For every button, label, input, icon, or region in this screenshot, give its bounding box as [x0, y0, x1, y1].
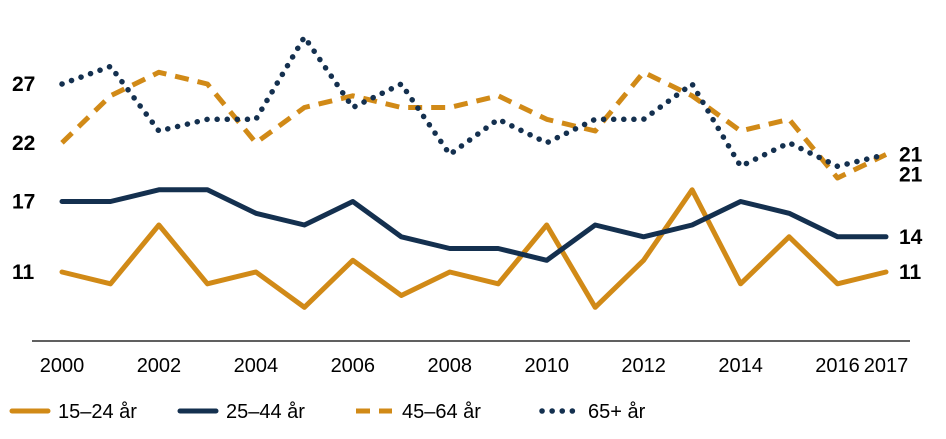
y-tick-label: 27 — [12, 73, 35, 96]
x-tick-label: 2008 — [428, 355, 473, 377]
series-line-4 — [59, 34, 889, 170]
x-tick-label: 2002 — [137, 355, 182, 377]
y-tick-label: 22 — [12, 132, 35, 155]
x-tick-label: 2010 — [524, 355, 569, 377]
series-line-3 — [60, 69, 888, 181]
end-label-series-4: 21 — [899, 164, 923, 187]
legend-label-4: 65+ år — [588, 401, 646, 423]
x-tick-label: 2016 — [815, 355, 860, 377]
x-tick-labels: 2000 2002 2004 2006 2008 2010 2012 2014 2016 2017 — [40, 355, 909, 377]
x-tick-label: 2004 — [234, 355, 279, 377]
y-tick-labels: 11 17 22 27 — [12, 73, 35, 284]
legend-label-3: 45–64 år — [402, 401, 481, 423]
series-line-2 — [59, 187, 889, 263]
end-label-series-3: 21 — [899, 144, 923, 167]
series-layer — [59, 34, 889, 310]
legend-label-1: 15–24 år — [58, 401, 137, 423]
x-tick-label: 2000 — [40, 355, 85, 377]
end-label-series-1: 11 — [899, 261, 922, 284]
y-tick-label: 17 — [12, 191, 35, 214]
x-tick-label: 2014 — [718, 355, 763, 377]
end-label-series-2: 14 — [899, 226, 923, 249]
x-tick-label: 2017 — [864, 355, 909, 377]
x-tick-label: 2012 — [621, 355, 666, 377]
legend: 15–24 år 25–44 år 45–64 år 65+ år — [9, 401, 646, 423]
x-tick-label: 2006 — [331, 355, 376, 377]
legend-label-2: 25–44 år — [226, 401, 305, 423]
y-tick-label: 11 — [12, 261, 35, 284]
series-line-1 — [59, 187, 889, 310]
